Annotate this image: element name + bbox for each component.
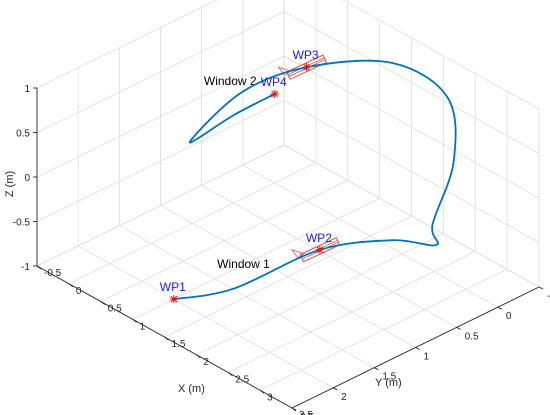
window-normal-arrow [290, 248, 305, 259]
waypoint: WP1 [160, 280, 186, 304]
tick-labels-layer: -0.5 0 0.5 1 1.5 2 2.5 3 3.5 -0.5 0 0.5 1 1.5 2 2.5 -1 -0… [13, 84, 550, 415]
x-tick-label: 0.5 [108, 304, 122, 315]
y-tick-mark [332, 387, 338, 391]
x-tick-mark [68, 283, 74, 288]
x-tick-mark [132, 318, 137, 323]
y-tick-mark [415, 347, 420, 350]
left-wall-grid-line [36, 100, 285, 222]
x-tick-label: 3.5 [299, 410, 313, 415]
y-tick-label: 1.5 [382, 372, 396, 383]
y-tick-mark [497, 306, 503, 310]
waypoint: WP4 [261, 75, 287, 98]
trajectory-line [173, 59, 457, 300]
left-wall-grid-line [36, 0, 218, 89]
y-tick-label: 0 [506, 311, 512, 322]
waypoint-label: WP2 [306, 231, 332, 245]
floor-grid-line [242, 164, 499, 308]
floor-grid-line [160, 205, 416, 348]
z-tick-label: -0.5 [13, 218, 31, 229]
waypoint-label: WP3 [293, 48, 319, 62]
x-tick-label: 1.5 [172, 339, 186, 350]
grid-layer [36, 0, 540, 409]
x-tick-mark [227, 372, 233, 376]
x-tick-label: 0 [76, 286, 82, 297]
y-tick-label: 1 [423, 352, 429, 363]
y-axis-label: Y (m) [375, 377, 402, 389]
z-tick-label: 0 [24, 173, 30, 184]
x-tick-label: 2.5 [235, 375, 249, 386]
x-tick-mark [164, 336, 169, 341]
x-tick-mark [36, 265, 42, 270]
y-tick-label: 2 [341, 392, 347, 403]
left-wall-grid-line [36, 144, 285, 267]
floor-grid-line [119, 225, 375, 369]
window-normal-arrow [277, 66, 292, 76]
x-tick-label: -0.5 [44, 268, 62, 279]
floor-grid-line [77, 245, 334, 389]
y-tick-mark [374, 367, 379, 371]
waypoint: WP3 [293, 48, 319, 72]
y-tick-label: 0.5 [465, 331, 479, 342]
waypoints-layer: WP1 WP2 WP3 WP4 [160, 48, 332, 304]
right-wall-grid-line [283, 144, 540, 288]
floor-grid-line [201, 184, 457, 328]
waypoint-marker [316, 246, 324, 254]
y-tick-mark [456, 326, 461, 330]
right-wall-grid-line [283, 100, 540, 243]
x-tick-label: 1 [140, 321, 146, 332]
right-wall-grid-line [283, 55, 540, 199]
waypoint-marker [271, 90, 279, 98]
z-tick-label: -1 [21, 262, 30, 273]
waypoint-marker [303, 63, 310, 71]
right-wall-grid-line [342, 0, 540, 110]
windows-layer: Window 1 Window 2 [204, 54, 341, 271]
waypoint-label: WP1 [160, 280, 186, 294]
window-label: Window 1 [217, 257, 270, 271]
x-tick-label: 2 [203, 357, 209, 368]
waypoint-marker [170, 295, 178, 303]
x-tick-mark [100, 301, 106, 305]
window-gate: Window 2 [204, 54, 328, 88]
window-label: Window 2 [204, 74, 257, 88]
z-tick-label: 1 [24, 84, 30, 95]
waypoint: WP2 [306, 231, 332, 254]
y-tick-mark [538, 286, 544, 290]
z-tick-label: 0.5 [16, 129, 30, 140]
left-wall-grid-line [36, 11, 285, 133]
trajectory-layer [173, 59, 457, 300]
x-tick-label: 3 [267, 392, 273, 403]
right-wall-grid-line [283, 11, 540, 154]
y-tick-label: 2.5 [300, 412, 314, 415]
x-tick-mark [196, 354, 201, 359]
x-tick-mark [259, 389, 265, 394]
x-axis-label: X (m) [178, 383, 205, 395]
waypoint-label: WP4 [261, 75, 287, 89]
z-axis-label: Z (m) [4, 171, 16, 197]
axes-box [33, 87, 544, 412]
y-tick-mark [291, 407, 297, 411]
left-wall-grid-line [36, 55, 285, 178]
y-tick-label: -0.5 [547, 291, 550, 302]
